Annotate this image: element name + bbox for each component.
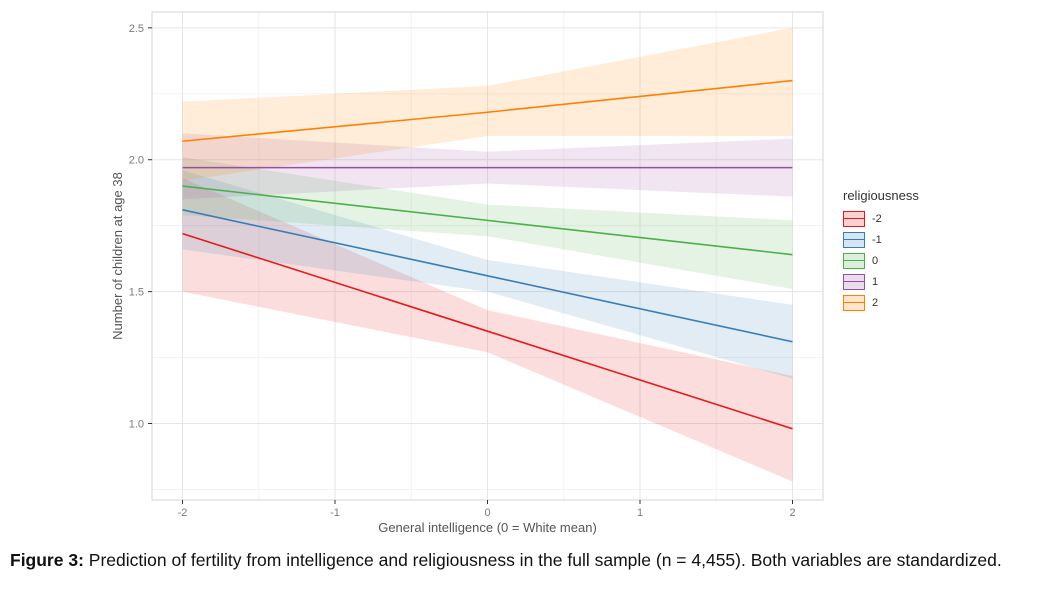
legend-swatch-1 bbox=[843, 273, 865, 290]
legend-item-0: 0 bbox=[843, 252, 919, 269]
series-ribbon-0 bbox=[182, 157, 793, 289]
legend-key-line bbox=[844, 280, 864, 282]
legend: religiousness -2 -1 0 1 2 bbox=[843, 188, 919, 315]
legend-items: -2 -1 0 1 2 bbox=[843, 210, 919, 311]
y-axis-title: Number of children at age 38 bbox=[110, 172, 125, 340]
y-axis-tick-label: 2.5 bbox=[129, 23, 144, 35]
legend-label--2: -2 bbox=[872, 212, 882, 225]
x-axis-tick-label: 2 bbox=[789, 507, 795, 519]
legend-swatch-0 bbox=[843, 252, 865, 269]
legend-label-1: 1 bbox=[872, 275, 879, 288]
legend-swatch--2 bbox=[843, 210, 865, 227]
legend-swatch-2 bbox=[843, 294, 865, 311]
series-ribbon--1 bbox=[182, 170, 793, 379]
legend-item-1: 1 bbox=[843, 273, 919, 290]
fertility-chart: -2 -1 0 1 2 1.0 1.5 2.0 2.5 General intelligence … bbox=[110, 11, 824, 535]
y-axis-tick-label: 1.0 bbox=[129, 419, 144, 431]
x-axis-tick-label: 1 bbox=[637, 507, 643, 519]
figure-caption: Figure 3: Prediction of fertility from i… bbox=[10, 548, 1052, 572]
series-line--2 bbox=[182, 232, 793, 430]
x-axis-tick-label: 0 bbox=[484, 507, 490, 519]
y-axis-tick-label: 1.5 bbox=[129, 287, 144, 299]
x-axis-title: General intelligence (0 = White mean) bbox=[378, 520, 597, 535]
legend-item-2: 2 bbox=[843, 294, 919, 311]
legend-title: religiousness bbox=[843, 188, 919, 203]
legend-item--2: -2 bbox=[843, 210, 919, 227]
x-axis-tick-label: -2 bbox=[178, 507, 188, 519]
figure-caption-label: Figure 3: bbox=[10, 550, 84, 570]
legend-label--1: -1 bbox=[872, 233, 882, 246]
legend-key-line bbox=[844, 259, 864, 261]
legend-label-2: 2 bbox=[872, 296, 879, 309]
series-line-0 bbox=[182, 185, 793, 256]
x-axis-tick-label: -1 bbox=[330, 507, 340, 519]
series-line-2 bbox=[182, 79, 793, 143]
series-ribbon-1 bbox=[182, 133, 793, 200]
y-axis-tick-label: 2.0 bbox=[129, 155, 144, 167]
legend-key-line bbox=[844, 238, 864, 240]
series-line--1 bbox=[182, 209, 793, 343]
series-ribbon--2 bbox=[182, 178, 793, 482]
legend-key-line bbox=[844, 301, 864, 303]
legend-item--1: -1 bbox=[843, 231, 919, 248]
series-ribbon-2 bbox=[182, 27, 793, 181]
legend-label-0: 0 bbox=[872, 254, 879, 267]
legend-key-line bbox=[844, 217, 864, 219]
figure-caption-text: Prediction of fertility from intelligenc… bbox=[88, 550, 1002, 570]
series-layer bbox=[182, 27, 793, 482]
legend-swatch--1 bbox=[843, 231, 865, 248]
